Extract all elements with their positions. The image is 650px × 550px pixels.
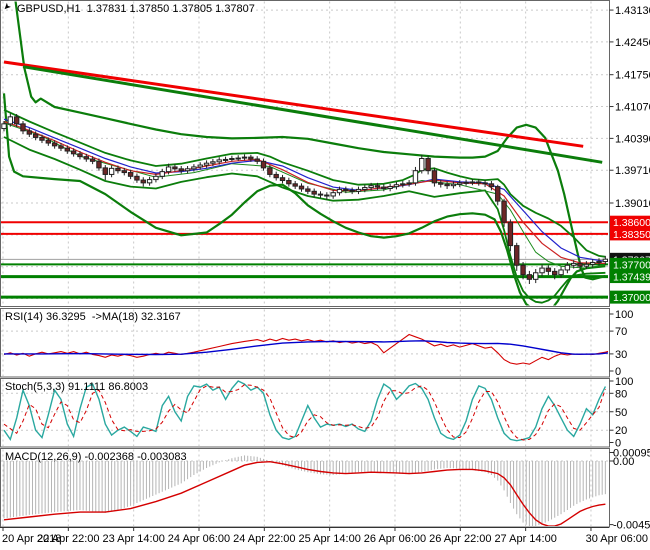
bb-outer-upper-band — [14, 1, 606, 281]
macd-indicator-label: MACD(12,26,9) -0.002368 -0.003083 — [5, 451, 187, 463]
descending-resistance-red-trendline[interactable] — [3, 60, 584, 148]
main-chart-layer — [1, 1, 608, 306]
rsi-ma-line — [4, 340, 608, 356]
stoch-axis-label: 0 — [615, 438, 621, 450]
price-box-label: 1.37000 — [613, 292, 650, 304]
main-axis-label: 1.41070 — [615, 102, 650, 114]
chart-symbol-title: GBPUSD,H1 1.37831 1.37850 1.37805 1.3780… — [17, 3, 255, 15]
ma-red-line — [3, 120, 606, 264]
rsi-pane[interactable] — [0, 308, 610, 378]
time-axis-label: 26 Apr 06:00 — [364, 533, 426, 545]
rsi-axis-label: 30 — [615, 349, 627, 361]
rsi-layer — [3, 333, 608, 365]
time-axis-label: 25 Apr 14:00 — [298, 533, 360, 545]
main-axis-label: 1.42450 — [615, 37, 650, 49]
price-box-label: 1.37439 — [613, 272, 650, 284]
price-box-1.38600[interactable] — [610, 215, 650, 229]
time-axis-label: 24 Apr 06:00 — [168, 533, 230, 545]
macd-layer — [3, 455, 606, 526]
stoch-k-line — [3, 380, 607, 442]
time-axis-label: 22 Apr 22:00 — [37, 533, 99, 545]
price-box-1.38350[interactable] — [610, 227, 650, 241]
main-axis-label: 1.41750 — [615, 70, 650, 82]
main-axis-label: 1.39710 — [615, 165, 650, 177]
bb-inner-upper-band — [3, 108, 606, 258]
time-axis-label: 24 Apr 22:00 — [233, 533, 295, 545]
time-axis-label: 30 Apr 06:00 — [586, 533, 648, 545]
main-axis-label: 1.40390 — [615, 133, 650, 145]
rsi-axis-label: 100 — [615, 309, 633, 321]
price-box-1.37439[interactable] — [610, 270, 650, 284]
price-box-label: 1.37700 — [613, 259, 650, 271]
price-box-1.37000[interactable] — [610, 290, 650, 304]
stoch-layer — [3, 380, 607, 442]
main-axis-label: 1.43130 — [615, 5, 650, 17]
stoch-axis-label: 50 — [615, 407, 627, 419]
time-axis-label: 20 Apr 2018 — [2, 533, 61, 545]
price-box-label: 1.38600 — [613, 217, 650, 229]
bb-inner-lower-band — [3, 136, 606, 304]
descending-resistance-green-trendline[interactable] — [22, 65, 603, 164]
macd-axis-label: 0.00 — [613, 456, 634, 468]
macd-signal-line — [3, 460, 606, 526]
price-box-1.37700[interactable] — [610, 257, 650, 271]
time-axis-label: 27 Apr 14:00 — [494, 533, 556, 545]
stoch-d-line — [3, 384, 606, 441]
stoch-axis-label: 80 — [615, 388, 627, 400]
ma-blue-line — [3, 118, 606, 263]
candles-layer — [1, 113, 608, 285]
time-axis-label: 23 Apr 14:00 — [102, 533, 164, 545]
bb-outer-lower-band — [2, 93, 606, 306]
stoch-axis-label: 20 — [615, 425, 627, 437]
macd-histogram — [3, 455, 606, 526]
price-axis[interactable]: 1.43130 1.42450 1.41750 1.41070 1.40390 1.397… — [609, 5, 650, 532]
macd-axis-label: -0.004543 — [613, 520, 650, 532]
rsi-axis-label: 70 — [615, 326, 627, 338]
stoch-axis-label: 100 — [615, 376, 633, 388]
rsi-axis-label: 0 — [615, 366, 621, 378]
main-axis-label: 1.39010 — [615, 198, 650, 210]
price-box-label: 1.38350 — [613, 229, 650, 241]
time-axis-label: 26 Apr 22:00 — [429, 533, 491, 545]
stoch-indicator-label: Stoch(5,3,3) 91.1111 86.8003 — [5, 381, 149, 393]
macd-axis-label: 0.000953 — [613, 448, 650, 460]
rsi-indicator-label: RSI(14) 36.3295 ->MA(18) 32.3167 — [5, 311, 181, 323]
